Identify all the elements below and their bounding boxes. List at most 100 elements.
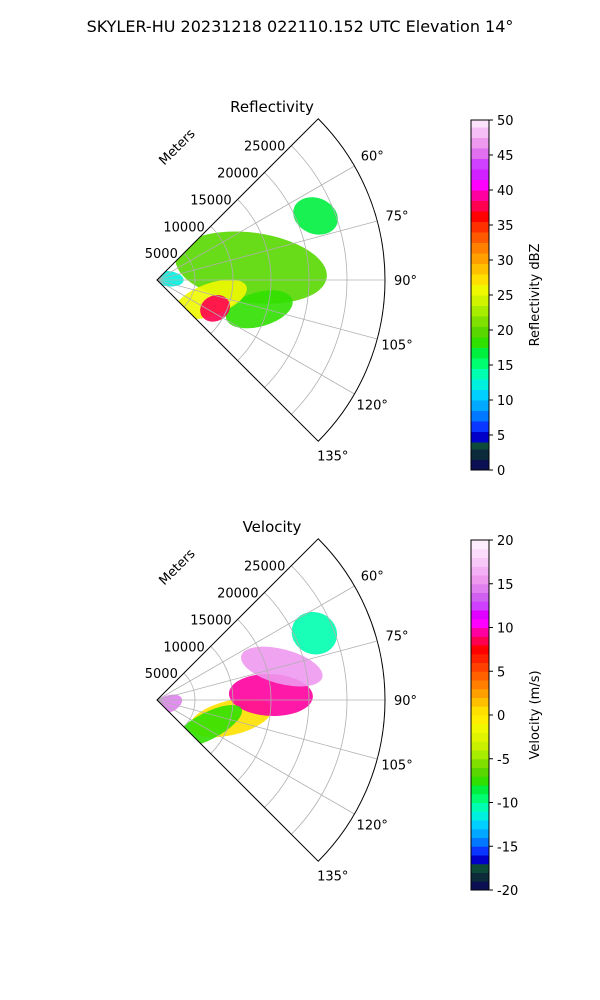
colorbar-segment [471, 368, 489, 380]
sector-frame [156, 118, 386, 442]
colorbar-tick-label: 25 [497, 289, 514, 304]
colorbar-segment [471, 802, 489, 812]
colorbar-segment [471, 750, 489, 760]
colorbar-segment [471, 855, 489, 865]
colorbar-segment [471, 284, 489, 296]
colorbar-segment [471, 767, 489, 777]
reflectivity-title: Reflectivity [230, 98, 314, 116]
colorbar-tick-label: 5 [497, 429, 505, 444]
colorbar-segment [471, 662, 489, 672]
colorbar: 0 5 10 15 20 25 30 35 40 45 50 Reflectivity dBZ [470, 114, 543, 479]
colorbar-tick-label: 40 [497, 184, 514, 199]
colorbar-segment [471, 732, 489, 742]
colorbar-segment [471, 158, 489, 170]
polar-grid [156, 565, 385, 835]
azimuth-line [156, 220, 378, 281]
colorbar-tick-label: 5 [497, 665, 505, 680]
colorbar-tick-label: 50 [497, 114, 514, 129]
azimuth-line [156, 699, 378, 760]
colorbar-segment [471, 274, 489, 285]
colorbar-segment [471, 137, 489, 149]
angle-tick-label: 135° [317, 870, 348, 885]
radar-echo [291, 611, 338, 655]
colorbar-segment [471, 400, 489, 411]
colorbar-label: Velocity (m/s) [528, 670, 543, 759]
colorbar-segment [471, 680, 489, 690]
colorbar-segment [471, 820, 489, 830]
angle-tick-label: 90° [394, 274, 417, 289]
colorbar-segment [471, 221, 489, 233]
reflectivity-panel: Reflectivity Meters 60° 75° 90° 105° 120° 135… [145, 98, 543, 479]
colorbar-segment [471, 389, 489, 401]
colorbar-segment [471, 421, 489, 432]
colorbar-segment [471, 379, 489, 390]
velocity-title: Velocity [243, 518, 302, 536]
range-tick-label: 20000 [217, 167, 258, 182]
colorbar-segment [471, 863, 489, 873]
range-tick-label: 15000 [190, 193, 231, 208]
colorbar-segment [471, 645, 489, 655]
radar-echo [157, 270, 184, 287]
polar-grid [156, 145, 385, 415]
colorbar-tick-label: 15 [497, 359, 514, 374]
azimuth-line [156, 165, 355, 281]
colorbar-segment [471, 688, 489, 698]
azimuth-line [156, 699, 355, 815]
angle-tick-label: 90° [394, 694, 417, 709]
colorbar-segment [471, 592, 489, 602]
radar-data [157, 197, 338, 329]
colorbar-segment [471, 179, 489, 191]
colorbar-segment [471, 410, 489, 422]
colorbar-segment [471, 723, 489, 733]
colorbar-segment [471, 706, 489, 716]
colorbar-segment [471, 148, 489, 159]
angle-tick-label: 120° [357, 398, 388, 413]
colorbar-segment [471, 295, 489, 306]
azimuth-line [156, 279, 355, 395]
colorbar-segment [471, 601, 489, 611]
colorbar-tick-label: 30 [497, 254, 514, 269]
angle-tick-label: 75° [386, 210, 409, 225]
colorbar-segment [471, 253, 489, 264]
range-tick-label: 10000 [163, 640, 204, 655]
velocity-radial-label: Meters [157, 546, 199, 588]
colorbar-tick-label: 0 [497, 709, 505, 724]
colorbar-segment [471, 232, 489, 243]
colorbar-segment [471, 881, 489, 891]
radar-data [157, 611, 338, 748]
colorbar-segment [471, 846, 489, 856]
colorbar-segment [471, 618, 489, 628]
angle-tick-label: 105° [381, 758, 412, 773]
angle-tick-label: 60° [361, 150, 384, 165]
velocity-panel: Velocity Meters 60° 75° 90° 105° 120° 135° 500… [145, 518, 543, 899]
angle-tick-label: 105° [381, 338, 412, 353]
colorbar-segment [471, 337, 489, 348]
colorbar-segment [471, 358, 489, 369]
colorbar-segment [471, 316, 489, 327]
colorbar-segment [471, 190, 489, 201]
azimuth-line [156, 640, 378, 701]
colorbar-segment [471, 636, 489, 646]
colorbar-segment [471, 811, 489, 821]
radar-echo [293, 197, 338, 235]
colorbar-segment [471, 671, 489, 681]
colorbar-segment [471, 741, 489, 751]
colorbar-tick-label: 20 [497, 324, 514, 339]
colorbar-segment [471, 837, 489, 847]
azimuth-line [156, 585, 355, 701]
colorbar-segment [471, 431, 489, 443]
colorbar-tick-label: 20 [497, 534, 514, 549]
range-tick-label: 5000 [145, 247, 178, 262]
radar-echo [200, 295, 230, 322]
colorbar-tick-label: 45 [497, 149, 514, 164]
angle-tick-label: 75° [386, 630, 409, 645]
angle-tick-label: 60° [361, 570, 384, 585]
colorbar-segment [471, 776, 489, 786]
reflectivity-radial-label: Meters [157, 126, 199, 168]
colorbar-tick-label: -5 [497, 753, 510, 768]
colorbar-segment [471, 610, 489, 620]
angle-tick-label: 135° [317, 450, 348, 465]
colorbar-segment [471, 347, 489, 359]
colorbar-segment [471, 442, 489, 450]
